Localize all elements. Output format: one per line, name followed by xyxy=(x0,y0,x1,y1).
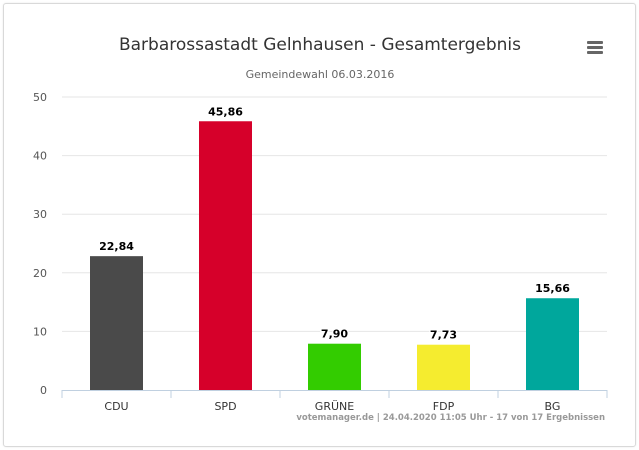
data-label: 7,73 xyxy=(430,329,457,342)
y-tick-label: 50 xyxy=(33,91,47,104)
bar-grüne[interactable] xyxy=(308,343,361,390)
hamburger-menu-icon xyxy=(587,51,603,54)
y-tick-label: 20 xyxy=(33,267,47,280)
x-tick-label: CDU xyxy=(104,400,128,413)
chart-credits[interactable]: votemanager.de | 24.04.2020 11:05 Uhr - … xyxy=(296,413,605,423)
hamburger-menu-icon xyxy=(587,41,603,44)
data-label: 22,84 xyxy=(99,240,134,253)
bars xyxy=(90,121,579,390)
hamburger-menu-icon xyxy=(587,46,603,49)
bar-spd[interactable] xyxy=(199,121,252,390)
x-tick-label: FDP xyxy=(433,400,455,413)
data-labels: 22,84 45,86 7,90 7,73 15,66 xyxy=(98,104,572,343)
data-label: 45,86 xyxy=(208,105,243,118)
x-tick-label: GRÜNE xyxy=(315,400,354,413)
grid-lines xyxy=(62,96,607,332)
data-label: 15,66 xyxy=(535,282,570,295)
chart-title: Barbarossastadt Gelnhausen - Gesamtergeb… xyxy=(119,35,521,55)
y-tick-label: 40 xyxy=(33,150,47,163)
bar-cdu[interactable] xyxy=(90,256,143,390)
data-label: 7,90 xyxy=(321,328,348,341)
bar-fdp[interactable] xyxy=(417,344,470,390)
x-tick-label: SPD xyxy=(214,400,236,413)
x-axis: CDU SPD GRÜNE FDP BG xyxy=(61,390,608,413)
y-tick-label: 10 xyxy=(33,325,47,338)
y-axis: 0 10 20 30 40 50 xyxy=(33,91,47,397)
y-tick-label: 0 xyxy=(40,384,47,397)
x-tick-label: BG xyxy=(545,400,561,413)
chart-menu-button[interactable] xyxy=(584,38,606,56)
y-tick-label: 30 xyxy=(33,208,47,221)
bar-bg[interactable] xyxy=(526,298,579,390)
chart-subtitle: Gemeindewahl 06.03.2016 xyxy=(246,68,395,81)
